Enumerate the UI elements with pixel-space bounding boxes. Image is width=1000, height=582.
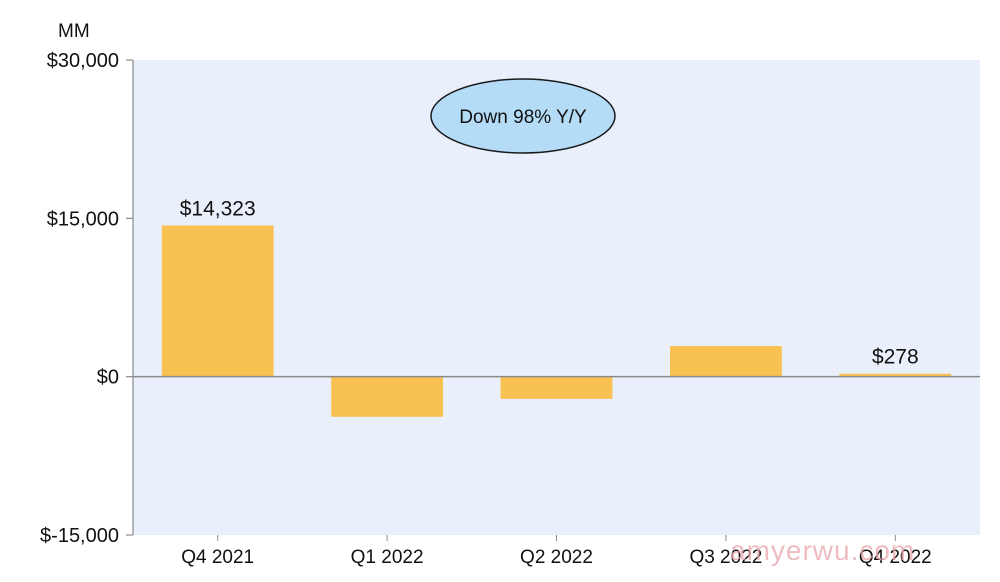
bar-q2-2022 xyxy=(500,376,613,399)
bars xyxy=(161,225,952,417)
bar-q4-2022 xyxy=(839,373,952,377)
x-tick-label: Q3 2022 xyxy=(689,547,762,568)
x-tick-label: Q4 2022 xyxy=(859,547,932,568)
annotation-callout: Down 98% Y/Y xyxy=(430,78,616,154)
data-label: $278 xyxy=(872,346,919,369)
bar-q4-2021 xyxy=(161,225,274,377)
bar-q3-2022 xyxy=(669,346,782,377)
bar-q1-2022 xyxy=(331,376,444,417)
y-tick-label: $0 xyxy=(97,367,119,389)
data-labels: $14,323 $278 xyxy=(180,197,919,368)
y-unit-label: MM xyxy=(58,21,90,42)
x-axis: Q4 2021 Q1 2022 Q2 2022 Q3 2022 Q4 2022 xyxy=(181,535,932,568)
x-tick-label: Q1 2022 xyxy=(351,547,424,568)
y-tick-label: $15,000 xyxy=(47,208,119,230)
y-tick-label: $-15,000 xyxy=(40,525,119,547)
callout-text: Down 98% Y/Y xyxy=(459,107,587,128)
data-label: $14,323 xyxy=(180,197,256,220)
watermark: amyerwu.com xyxy=(730,535,915,566)
x-tick-label: Q4 2021 xyxy=(181,547,254,568)
y-tick-label: $30,000 xyxy=(47,50,119,72)
y-axis: $30,000 $15,000 $0 $-15,000 xyxy=(40,50,134,547)
x-tick-label: Q2 2022 xyxy=(520,547,593,568)
callout-ellipse xyxy=(430,78,616,154)
